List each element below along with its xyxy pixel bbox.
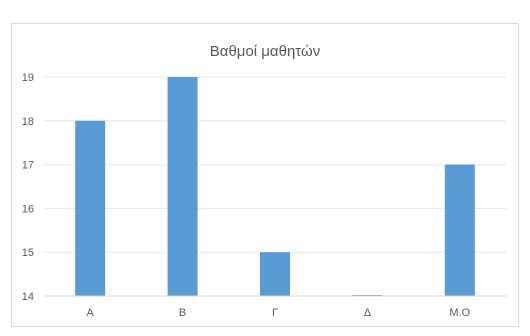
x-tick-label: Δ xyxy=(364,307,372,319)
x-axis-ticks: A B Γ Δ M.O xyxy=(87,307,471,319)
bar-3 xyxy=(260,252,290,296)
y-tick-label: 14 xyxy=(22,291,34,303)
y-axis-ticks: 14 15 16 17 18 19 xyxy=(22,72,34,303)
x-tick-label: Γ xyxy=(272,307,278,319)
y-tick-label: 16 xyxy=(22,203,34,215)
y-tick-label: 19 xyxy=(22,72,34,84)
x-tick-label: B xyxy=(179,307,186,319)
gridlines xyxy=(44,76,506,253)
chart-title: Βαθμοί μαθητών xyxy=(210,43,320,60)
bar-5 xyxy=(444,164,475,296)
x-tick-label: M.O xyxy=(449,307,470,319)
bar-1 xyxy=(75,120,106,296)
y-tick-label: 17 xyxy=(22,160,34,172)
bar-2 xyxy=(167,77,198,296)
bars xyxy=(75,77,475,296)
y-tick-label: 15 xyxy=(22,247,34,259)
x-tick-label: A xyxy=(87,307,95,319)
y-tick-label: 18 xyxy=(22,116,34,128)
